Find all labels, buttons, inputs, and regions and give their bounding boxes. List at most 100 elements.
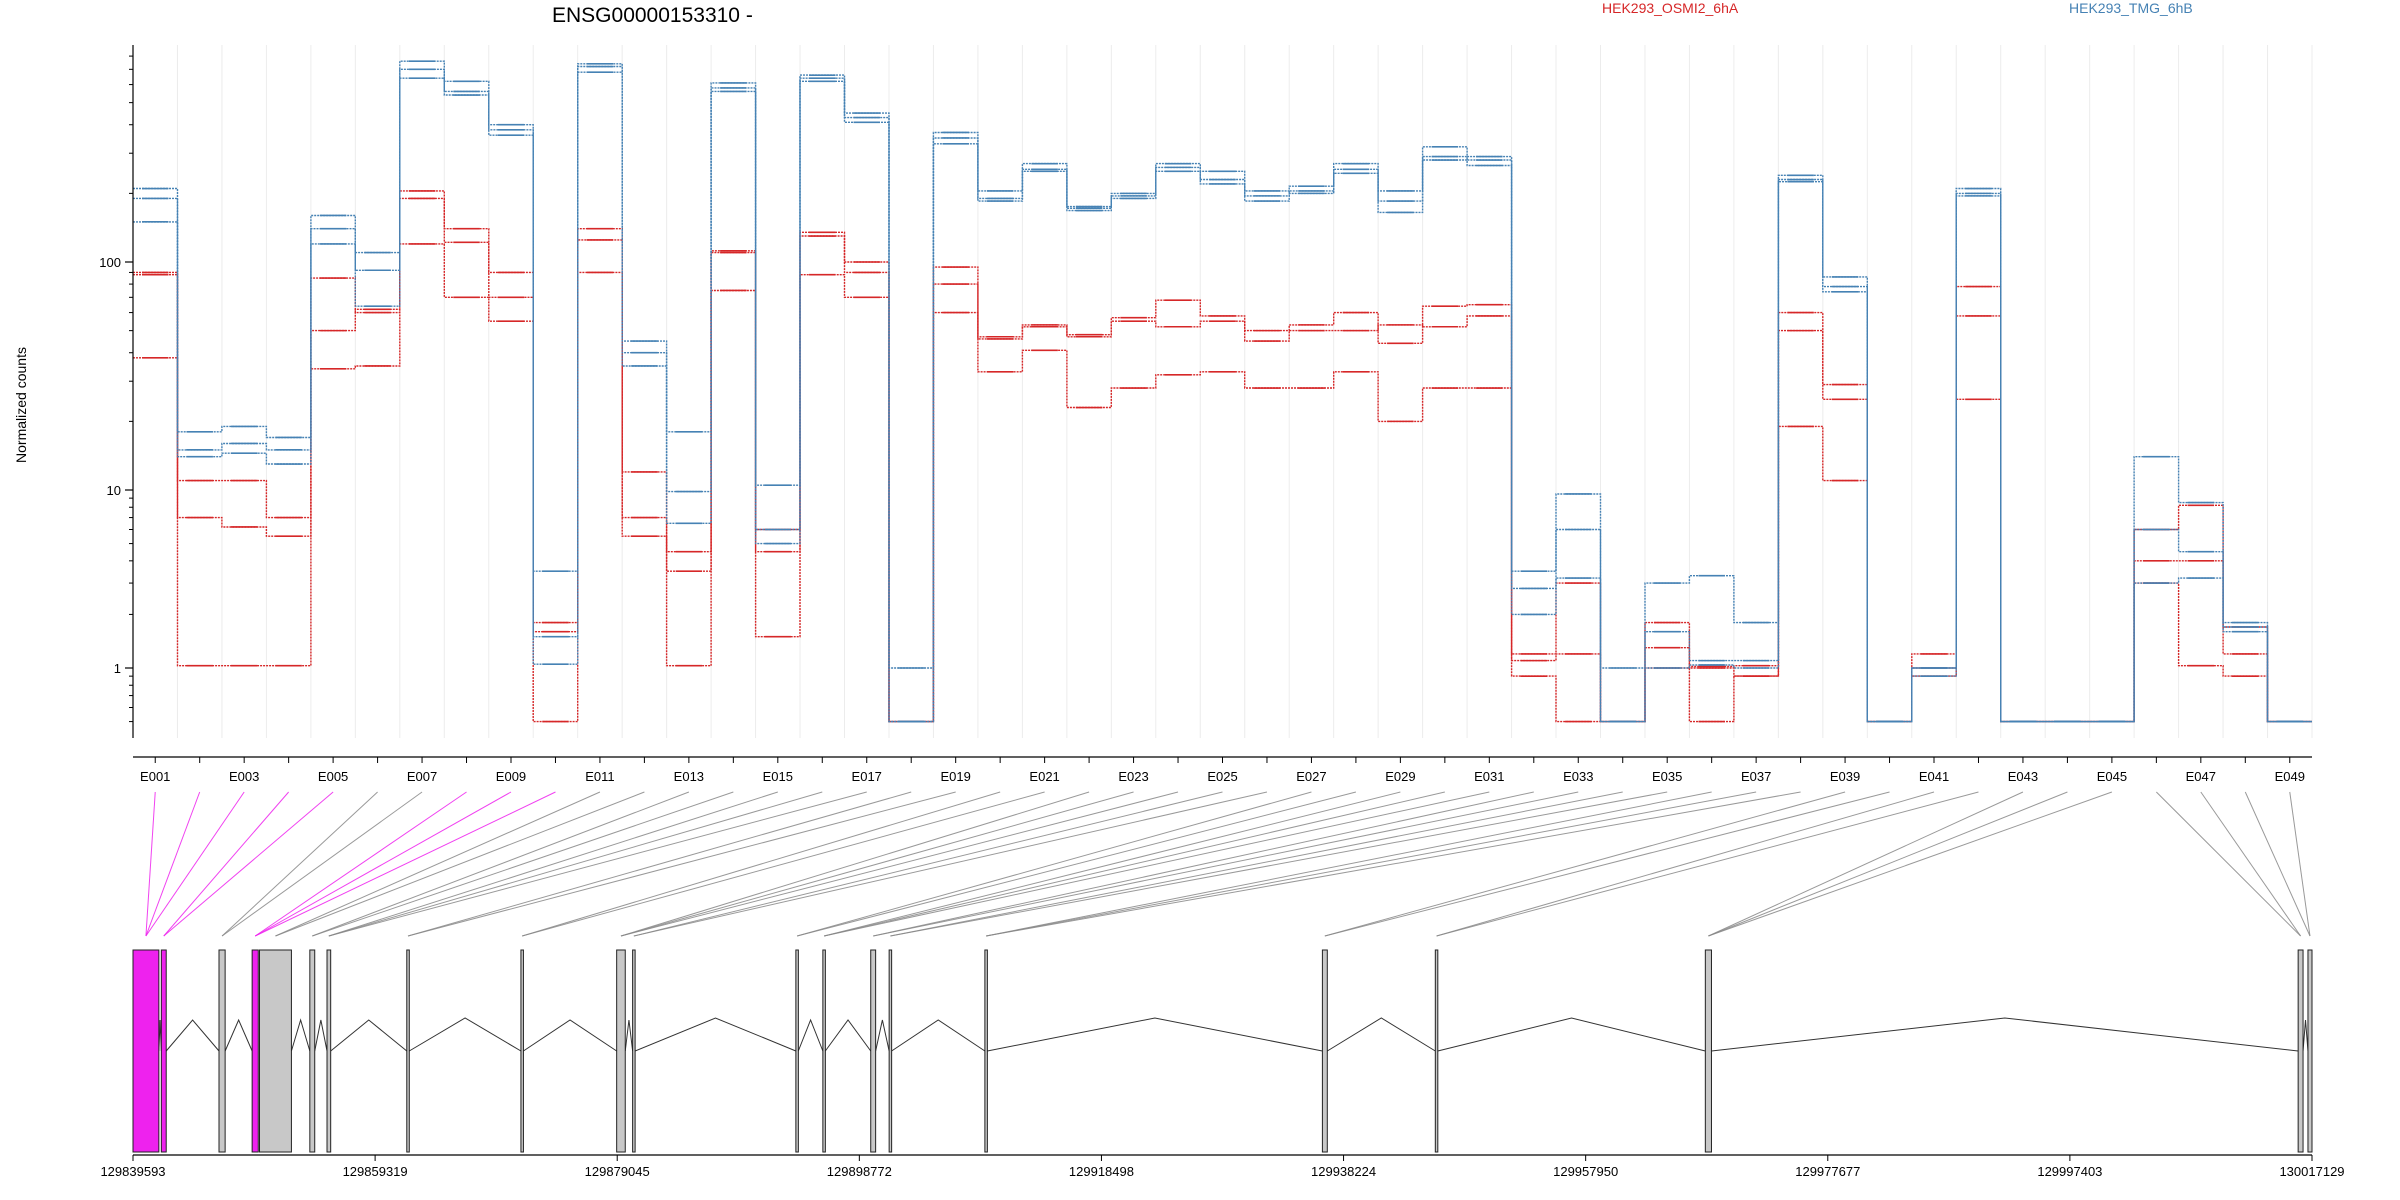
exon-block xyxy=(218,949,226,1153)
intron xyxy=(1437,1017,1706,1052)
exon-connector xyxy=(633,791,1223,937)
exon-connector xyxy=(522,791,1045,937)
x-tick-label: E041 xyxy=(1919,769,1949,784)
y-axis: 1 10 100 xyxy=(99,45,134,738)
exon-block xyxy=(2297,949,2304,1153)
exon-connector xyxy=(163,791,334,937)
x-tick-label: E007 xyxy=(407,769,437,784)
exon-connector xyxy=(873,791,1534,937)
exon-connector xyxy=(796,791,1312,937)
exon-block xyxy=(795,949,799,1153)
exon-connector xyxy=(275,791,645,937)
y-tick-label: 100 xyxy=(99,255,121,270)
x-tick-label: E017 xyxy=(852,769,882,784)
exon-connectors xyxy=(145,791,2311,937)
x-tick-label: E027 xyxy=(1296,769,1326,784)
coordinate-tick-label: 129839593 xyxy=(100,1164,165,1179)
exon-block xyxy=(888,949,893,1153)
x-tick-label: E009 xyxy=(496,769,526,784)
intron xyxy=(523,1019,617,1052)
chart-title: ENSG00000153310 - xyxy=(552,4,753,27)
exon-connector xyxy=(796,791,1357,937)
intron xyxy=(330,1019,408,1052)
exon-connector xyxy=(2289,791,2311,937)
exon-block xyxy=(1321,949,1328,1153)
exon-block xyxy=(326,949,332,1153)
x-tick-label: E031 xyxy=(1474,769,1504,784)
exon-block xyxy=(160,949,167,1153)
x-tick-label: E013 xyxy=(674,769,704,784)
exon-connector xyxy=(1324,791,1846,937)
exon-connector xyxy=(2244,791,2311,937)
coordinate-axis: 129839593 129859319 129879045 129898772 1299… xyxy=(100,1154,2345,1179)
exon-connector xyxy=(2200,791,2302,937)
exon-connector xyxy=(312,791,690,937)
exon-connector xyxy=(1708,791,2024,937)
series-line-0 xyxy=(133,197,2312,723)
exon-connector xyxy=(145,791,156,937)
coordinate-tick-label: 129938224 xyxy=(1311,1164,1376,1179)
coordinate-tick-label: 129898772 xyxy=(827,1164,892,1179)
exon-connector xyxy=(221,791,423,937)
coordinate-tick-label: 130017129 xyxy=(2279,1164,2344,1179)
exon-connector xyxy=(890,791,1668,937)
x-tick-label: E015 xyxy=(763,769,793,784)
exon-connector xyxy=(328,791,867,937)
x-tick-label: E029 xyxy=(1385,769,1415,784)
x-tick-label: E001 xyxy=(140,769,170,784)
exon-connector xyxy=(254,791,556,937)
y-axis-label: Normalized counts xyxy=(13,347,29,463)
exon-block xyxy=(1434,949,1439,1153)
exon-block xyxy=(616,949,626,1153)
exon-connector xyxy=(2156,791,2301,937)
y-tick-label: 1 xyxy=(114,661,121,676)
exon-connector xyxy=(986,791,1757,937)
exon-connector xyxy=(1708,791,2068,937)
exon-connector xyxy=(620,791,1134,937)
intron xyxy=(290,1018,311,1052)
intron xyxy=(875,1019,890,1052)
x-tick-label: E005 xyxy=(318,769,348,784)
exon-block xyxy=(822,949,826,1153)
intron xyxy=(408,1017,522,1052)
exon-block xyxy=(2307,949,2313,1153)
series-lines xyxy=(133,60,2312,723)
exon-block xyxy=(132,949,160,1153)
x-tick-label: E047 xyxy=(2186,769,2216,784)
x-tick-label: E045 xyxy=(2097,769,2127,784)
exon-block xyxy=(632,949,636,1153)
x-tick-label: E011 xyxy=(585,769,614,784)
exon-block xyxy=(406,949,410,1153)
series-line-1 xyxy=(133,190,2312,723)
x-axis: E001 E003 E005 E007 E009 E011 E013 E015 E017 E019… xyxy=(133,756,2312,784)
exon-connector xyxy=(1324,791,1890,937)
exon-block xyxy=(984,949,988,1153)
coordinate-tick-label: 129977677 xyxy=(1795,1164,1860,1179)
exon-block xyxy=(309,949,316,1153)
x-tick-label: E021 xyxy=(1029,769,1059,784)
intron xyxy=(2302,1019,2309,1052)
exon-connector xyxy=(823,791,1401,937)
exon-connector xyxy=(407,791,912,937)
x-tick-label: E039 xyxy=(1830,769,1860,784)
legend-item-tmg: HEK293_TMG_6hB xyxy=(2069,0,2193,16)
exon-connector xyxy=(873,791,1579,937)
exon-connector xyxy=(1436,791,1979,937)
coordinate-tick-label: 129997403 xyxy=(2037,1164,2102,1179)
x-tick-label: E003 xyxy=(229,769,259,784)
exon-connector xyxy=(275,791,601,937)
exon-connector xyxy=(823,791,1490,937)
gene-model xyxy=(132,949,2313,1153)
exon-connector xyxy=(1436,791,1935,937)
series-line-5 xyxy=(133,71,2312,723)
x-tick-label: E019 xyxy=(940,769,970,784)
exon-connector xyxy=(986,791,1801,937)
exon-connector xyxy=(254,791,512,937)
coordinate-tick-label: 129918498 xyxy=(1069,1164,1134,1179)
exon-connector xyxy=(986,791,1712,937)
intron xyxy=(224,1018,253,1052)
exon-connector xyxy=(1708,791,2113,937)
intron xyxy=(1327,1017,1436,1052)
x-tick-label: E035 xyxy=(1652,769,1682,784)
